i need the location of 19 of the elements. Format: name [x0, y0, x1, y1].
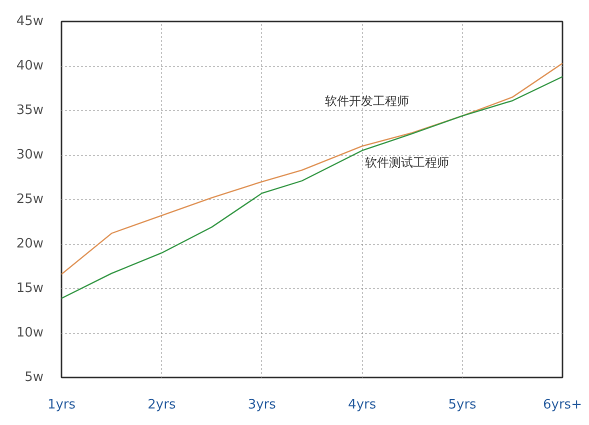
y-tick-label: 5w	[24, 370, 44, 385]
x-tick-label: 3yrs	[248, 398, 276, 412]
y-tick-label: 45w	[16, 14, 44, 29]
line-series	[62, 62, 562, 275]
x-tick-label: 5yrs	[448, 398, 477, 412]
y-tick-label: 25w	[16, 192, 44, 207]
x-tick-label: 6yrs+	[543, 398, 582, 412]
y-tick-label: 40w	[16, 58, 44, 74]
x-tick-label: 1yrs	[47, 398, 76, 412]
y-tick-label: 10w	[16, 326, 44, 340]
text: 软件开发工程师	[325, 94, 410, 108]
y-tick-label: 15w	[16, 281, 44, 296]
x-tick-label: 2yrs	[148, 398, 176, 412]
y-tick-label: 30w	[16, 148, 44, 162]
y-tick-label: 20w	[16, 236, 44, 252]
y-tick-label: 35w	[16, 103, 44, 118]
line-series	[62, 76, 562, 299]
x-tick-label: 4yrs	[348, 398, 376, 412]
series-label: 软件测试工程师	[365, 156, 450, 170]
